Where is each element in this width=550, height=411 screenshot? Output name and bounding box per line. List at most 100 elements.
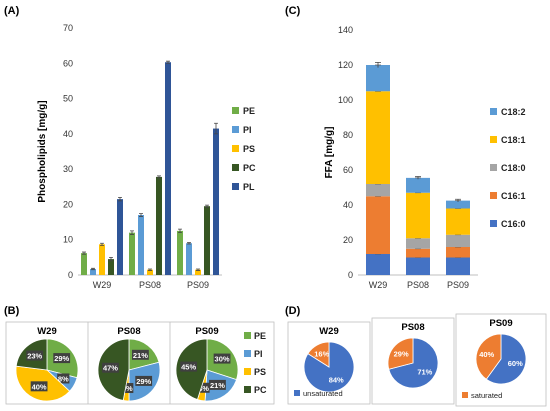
panel-a-y-tick-label: 30: [63, 164, 73, 174]
panel-b-ps09-data-label: 45%: [181, 363, 196, 372]
segment-c16_1-ps09: [446, 247, 470, 258]
error-bar: [91, 267, 95, 271]
panel-d-pie-title: W29: [319, 326, 339, 337]
panel-a-y-axis-title: Phospholipids [mg/g]: [37, 100, 48, 202]
panel-b-ps09-data-label-bg: [197, 382, 210, 393]
legend-label-pi: PI: [243, 125, 252, 135]
panel-b-legend-label-pe: PE: [254, 331, 266, 341]
panel-d-frame: [455, 313, 547, 407]
error-bar: [109, 256, 113, 262]
error-bar: [100, 242, 104, 246]
panel-c-y-tick-label: 80: [343, 130, 353, 140]
error-bar: [196, 268, 200, 271]
bar-pc-w29: [108, 259, 114, 275]
legend-label-pl: PL: [243, 182, 255, 192]
segment-c18_1-ps09: [446, 208, 470, 235]
panel-d-legend-swatch-unsaturated: [294, 390, 300, 396]
panel-b-ps08-data-label-bg: [132, 349, 149, 360]
segment-c16_1-w29: [366, 196, 390, 254]
panel-a-y-tick-label: 10: [63, 235, 73, 245]
bar-pe-ps09: [177, 230, 183, 275]
panel-b-legend-swatch-pi: [244, 350, 251, 357]
segment-c16_0-ps09: [446, 257, 470, 275]
panel-b-ps09-data-label: 4%: [198, 384, 209, 393]
bar-pl-w29: [117, 199, 123, 275]
bar-pe-w29: [81, 253, 87, 275]
panel-b-w29-data-label: 8%: [58, 374, 69, 383]
panel-b-pie-title: W29: [37, 326, 57, 337]
segment-c18_0-w29: [366, 184, 390, 197]
legend-swatch-ps: [232, 145, 239, 152]
panel-c-label: (C): [285, 5, 301, 17]
panel-b-w29-data-label-bg: [30, 381, 48, 392]
panel-a-y-tick-label: 50: [63, 94, 73, 104]
panel-b-legend-swatch-pc: [244, 386, 251, 393]
segment-c16_1-ps08: [406, 248, 430, 258]
bar-pl-ps08: [165, 62, 171, 275]
legend-swatch-c18_1: [490, 136, 497, 143]
panel-c-x-tick-label: PS09: [447, 280, 469, 290]
segment-c18_1-w29: [366, 91, 390, 184]
bar-ps-ps08: [147, 269, 153, 275]
panel-b-legend-swatch-pe: [244, 332, 251, 339]
segment-c16_0-w29: [366, 254, 390, 275]
panel-a-y-tick-label: 40: [63, 129, 73, 139]
panel-b-pie-charts: (B) W2929%8%40%23%PS0821%29%3%47%PS0930%…: [4, 305, 275, 405]
panel-a-x-tick-label: PS09: [187, 280, 209, 290]
legend-label-c16_0: C16:0: [501, 219, 526, 229]
panel-c-y-tick-label: 120: [338, 60, 353, 70]
panel-d-label: (D): [285, 305, 301, 317]
panel-d-pie-charts: (D) W29 84% 16% unsaturated PS08 71% 29% PS09 60…: [285, 305, 547, 407]
legend-swatch-pc: [232, 164, 239, 171]
error-bar: [157, 175, 161, 179]
panel-d-pie-title: PS08: [401, 322, 424, 333]
panel-b-pie-title: PS08: [117, 326, 140, 337]
bar-pl-ps09: [213, 128, 219, 275]
panel-b-w29-data-label-bg: [57, 373, 70, 384]
panel-d-legend-swatch-saturated: [462, 392, 468, 398]
total-error-bar: [375, 61, 381, 68]
legend-swatch-pe: [232, 107, 239, 114]
panel-c-y-tick-label: 60: [343, 165, 353, 175]
panel-a-y-tick-label: 60: [63, 58, 73, 68]
legend-label-c18_1: C18:1: [501, 135, 526, 145]
legend-label-pe: PE: [243, 106, 255, 116]
bar-pi-ps09: [186, 243, 192, 275]
panel-a-y-tick-label: 70: [63, 23, 73, 33]
error-bar: [148, 268, 152, 271]
panel-c-stacked-bar-chart: (C) FFA [mg/g] 0 20 40 60 80 100 120 140 W29 PS08…: [285, 5, 526, 290]
bar-pe-ps08: [129, 232, 135, 275]
panel-b-label: (B): [4, 305, 20, 317]
segment-c18_2-w29: [366, 65, 390, 92]
panel-b-legend-swatch-ps: [244, 368, 251, 375]
error-bar: [139, 213, 143, 217]
error-bar: [118, 196, 122, 202]
panel-b-ps09-data-label-bg: [180, 361, 198, 372]
panel-a-y-tick-label: 20: [63, 199, 73, 209]
panel-d-ps08-slice-saturated: [387, 337, 414, 370]
panel-b-frame: [5, 321, 275, 405]
panel-b-ps08-data-label: 21%: [133, 351, 148, 360]
panel-d-ps08-data-label: 71%: [417, 368, 432, 377]
panel-d-ps09-data-label: 60%: [508, 359, 523, 368]
legend-swatch-pi: [232, 126, 239, 133]
panel-d-legend-label-unsaturated: unsaturated: [303, 389, 343, 398]
panel-c-y-tick-label: 140: [338, 25, 353, 35]
panel-a-label: (A): [4, 5, 20, 17]
legend-swatch-c16_1: [490, 192, 497, 199]
error-bar: [130, 230, 134, 235]
panel-b-legend-label-pc: PC: [254, 385, 267, 395]
panel-b-w29-data-label: 40%: [32, 382, 47, 391]
panel-d-w29-data-label: 84%: [329, 376, 344, 385]
panel-b-ps08-data-label: 29%: [136, 377, 151, 386]
segment-c18_2-ps08: [406, 177, 430, 193]
panel-c-y-tick-label: 0: [348, 270, 353, 280]
panel-c-y-tick-label: 100: [338, 95, 353, 105]
panel-d-ps08-data-label: 29%: [394, 349, 409, 358]
error-bar: [205, 204, 209, 208]
panel-a-x-tick-label: W29: [93, 280, 112, 290]
panel-d-frame: [287, 321, 371, 405]
panel-b-ps09-data-label-bg: [213, 353, 231, 364]
panel-a-y-tick-label: 0: [68, 270, 73, 280]
legend-swatch-pl: [232, 183, 239, 190]
